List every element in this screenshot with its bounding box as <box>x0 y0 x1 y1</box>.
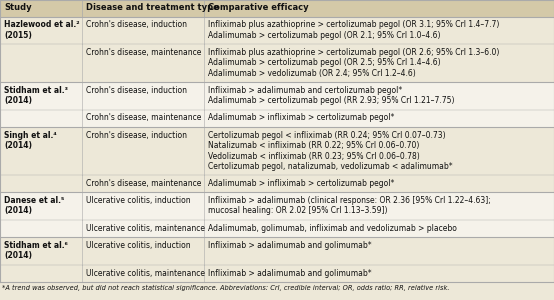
Bar <box>0 237 554 265</box>
Text: Comparative efficacy: Comparative efficacy <box>208 3 309 12</box>
Text: Crohn's disease, induction: Crohn's disease, induction <box>86 131 187 140</box>
Text: Ulcerative colitis, maintenance: Ulcerative colitis, maintenance <box>86 224 205 232</box>
Bar <box>0 220 554 237</box>
Text: Study: Study <box>4 3 32 12</box>
Text: Ulcerative colitis, induction: Ulcerative colitis, induction <box>86 241 191 250</box>
Bar <box>0 44 554 82</box>
Text: Infliximab plus azathioprine > certolizumab pegol (OR 2.6; 95% CrI 1.3–6.0)
Adal: Infliximab plus azathioprine > certolizu… <box>208 48 499 78</box>
Text: Crohn's disease, maintenance: Crohn's disease, maintenance <box>86 113 201 122</box>
Text: Ulcerative colitis, maintenance: Ulcerative colitis, maintenance <box>86 268 205 278</box>
Bar <box>0 265 554 282</box>
Text: Crohn's disease, maintenance: Crohn's disease, maintenance <box>86 179 201 188</box>
Bar <box>0 110 554 127</box>
Text: Crohn's disease, maintenance: Crohn's disease, maintenance <box>86 48 201 57</box>
Text: Infliximab > adalimumab (clinical response: OR 2.36 [95% CrI 1.22–4.63];
mucosal: Infliximab > adalimumab (clinical respon… <box>208 196 491 215</box>
Text: Stidham et al.⁶
(2014): Stidham et al.⁶ (2014) <box>4 241 68 260</box>
Bar <box>0 175 554 193</box>
Text: Singh et al.⁴
(2014): Singh et al.⁴ (2014) <box>4 131 57 150</box>
Bar <box>0 193 554 220</box>
Bar <box>0 17 554 44</box>
Text: Certolizumab pegol < infliximab (RR 0.24; 95% CrI 0.07–0.73)
Natalizumab < infli: Certolizumab pegol < infliximab (RR 0.24… <box>208 131 453 171</box>
Bar <box>0 0 554 17</box>
Text: Adalimumab, golimumab, infliximab and vedolizumab > placebo: Adalimumab, golimumab, infliximab and ve… <box>208 224 456 232</box>
Text: Stidham et al.³
(2014): Stidham et al.³ (2014) <box>4 86 68 105</box>
Text: Crohn's disease, induction: Crohn's disease, induction <box>86 20 187 29</box>
Text: Adalimumab > infliximab > certolizumab pegol*: Adalimumab > infliximab > certolizumab p… <box>208 113 394 122</box>
Text: Infliximab > adalimumab and certolizumab pegol*
Adalimumab > certolizumab pegol : Infliximab > adalimumab and certolizumab… <box>208 86 454 105</box>
Text: Infliximab plus azathioprine > certolizumab pegol (OR 3.1; 95% CrI 1.4–7.7)
Adal: Infliximab plus azathioprine > certolizu… <box>208 20 499 40</box>
Text: Hazlewood et al.²
(2015): Hazlewood et al.² (2015) <box>4 20 80 40</box>
Text: Disease and treatment type: Disease and treatment type <box>86 3 219 12</box>
Text: Infliximab > adalimumab and golimumab*: Infliximab > adalimumab and golimumab* <box>208 241 372 250</box>
Bar <box>0 82 554 110</box>
Text: Ulcerative colitis, induction: Ulcerative colitis, induction <box>86 196 191 205</box>
Text: Adalimumab > infliximab > certolizumab pegol*: Adalimumab > infliximab > certolizumab p… <box>208 179 394 188</box>
Bar <box>0 127 554 175</box>
Text: Danese et al.⁵
(2014): Danese et al.⁵ (2014) <box>4 196 64 215</box>
Text: Infliximab > adalimumab and golimumab*: Infliximab > adalimumab and golimumab* <box>208 268 372 278</box>
Text: *A trend was observed, but did not reach statistical significance. Abbreviations: *A trend was observed, but did not reach… <box>2 284 449 290</box>
Text: Crohn's disease, induction: Crohn's disease, induction <box>86 86 187 95</box>
